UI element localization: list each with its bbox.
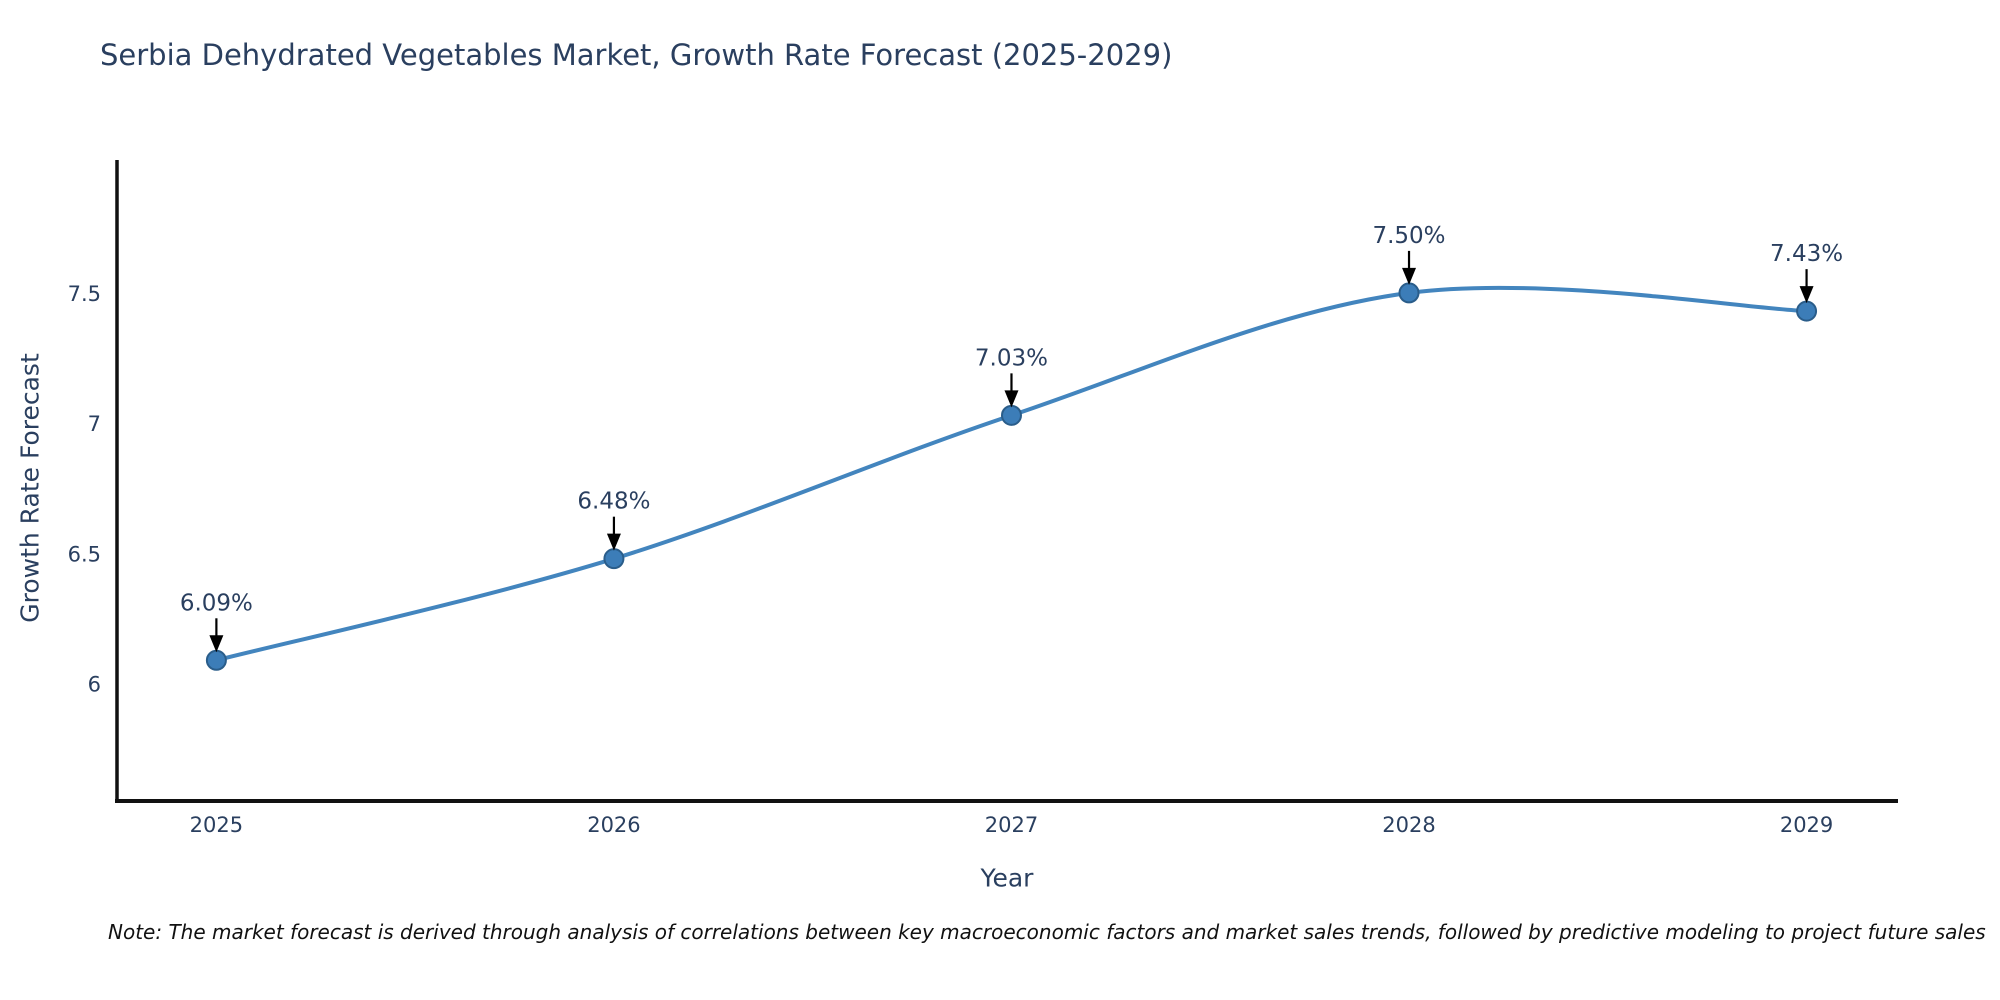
y-tick-label: 6: [88, 673, 101, 697]
data-point[interactable]: [603, 548, 625, 570]
x-tick-label: 2027: [985, 813, 1038, 837]
footnote: Note: The market forecast is derived thr…: [108, 920, 1986, 944]
data-point-label: 6.09%: [180, 590, 253, 616]
x-tick-label: 2026: [587, 813, 640, 837]
annotation-arrowhead-icon: [606, 533, 621, 551]
chart-title: Serbia Dehydrated Vegetables Market, Gro…: [100, 38, 1173, 72]
x-tick-label: 2029: [1780, 813, 1833, 837]
x-tick-label: 2025: [190, 813, 243, 837]
y-tick-label: 6.5: [68, 542, 101, 566]
data-point[interactable]: [1398, 282, 1420, 304]
annotation-arrowhead-icon: [1004, 390, 1019, 408]
x-axis-title: Year: [980, 863, 1034, 893]
data-point[interactable]: [205, 649, 227, 671]
annotation-arrowhead-icon: [1402, 267, 1417, 285]
data-point-label: 6.48%: [577, 489, 650, 515]
x-tick-label: 2028: [1382, 813, 1435, 837]
data-point-label: 7.43%: [1770, 241, 1843, 267]
forecast-line: [214, 285, 1809, 663]
y-tick-label: 7.5: [68, 282, 101, 306]
annotation-arrowhead-icon: [209, 635, 224, 653]
y-tick-label: 7: [88, 412, 101, 436]
data-point[interactable]: [1796, 300, 1818, 322]
data-point-label: 7.50%: [1372, 223, 1445, 249]
data-point[interactable]: [1000, 404, 1022, 426]
annotation-arrowhead-icon: [1799, 286, 1814, 304]
data-point-label: 7.03%: [975, 345, 1048, 371]
